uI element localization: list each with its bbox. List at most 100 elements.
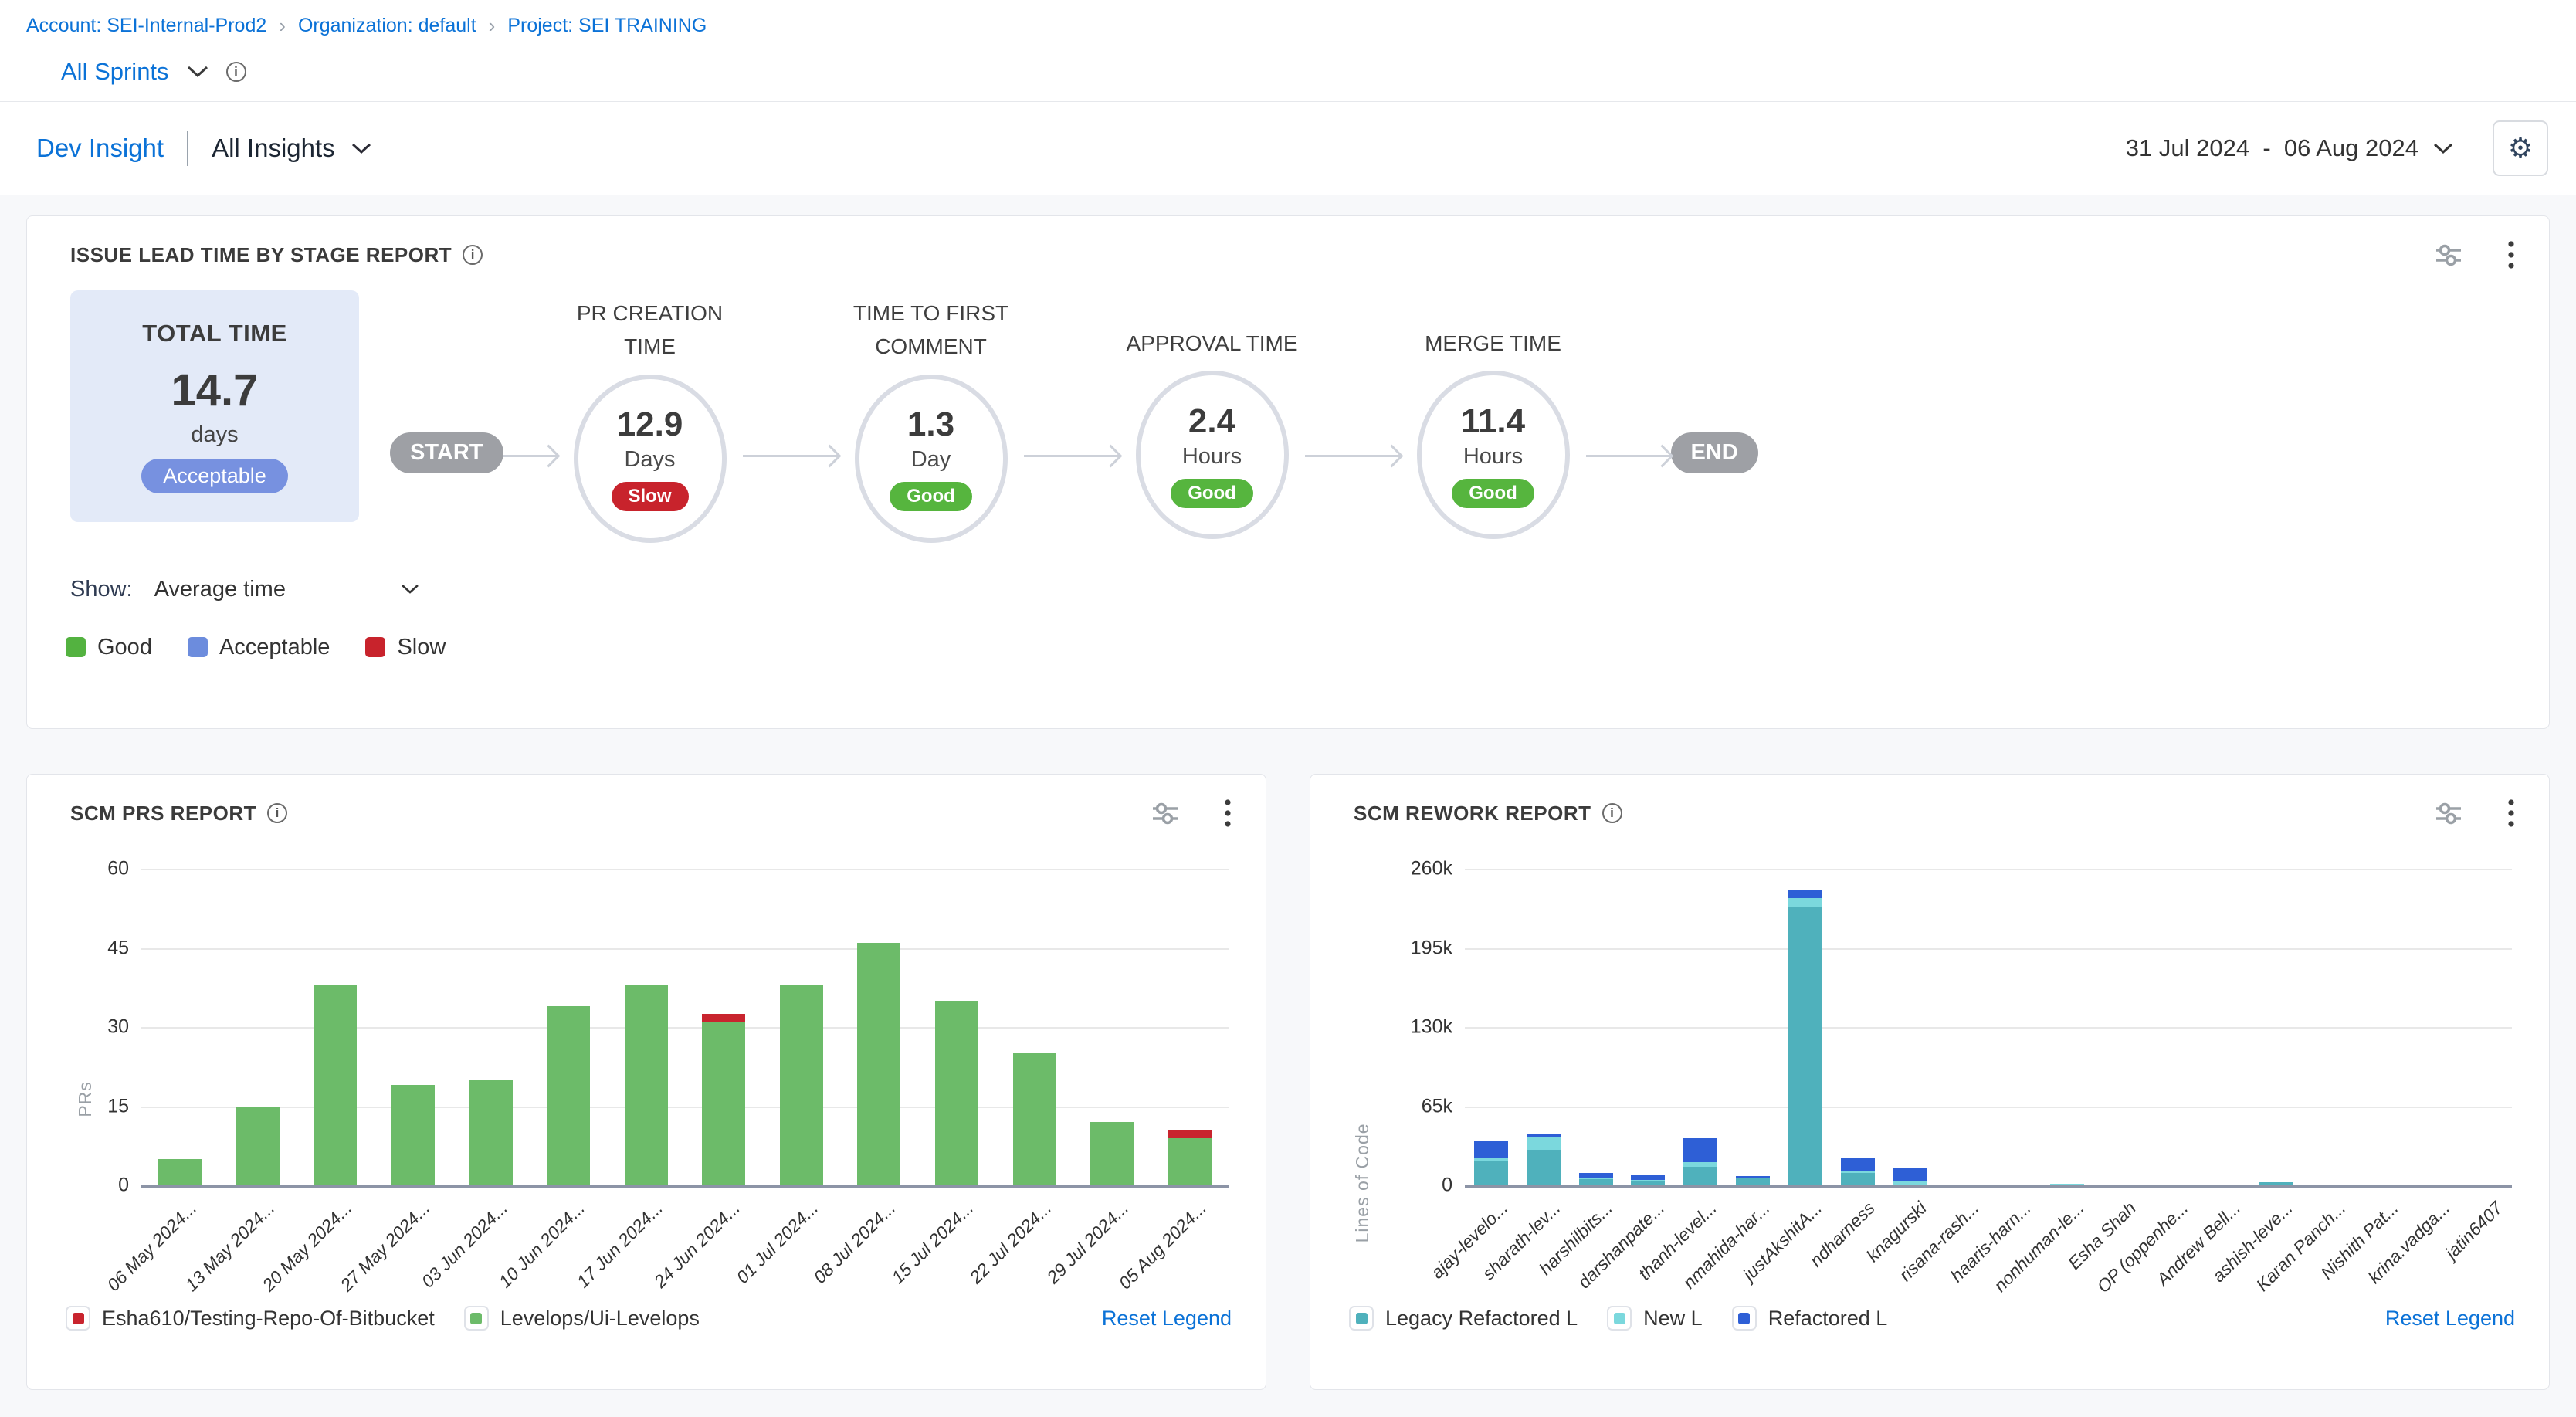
legend-item[interactable]: Esha610/Testing-Repo-Of-Bitbucket [66, 1306, 435, 1331]
bar[interactable] [2050, 1184, 2084, 1185]
info-icon[interactable]: i [226, 62, 246, 82]
stage-circle[interactable]: 1.3 Day Good [855, 375, 1008, 543]
flow-arrow [1305, 455, 1401, 457]
insights-dropdown-label: All Insights [212, 134, 335, 163]
legend-item[interactable]: Acceptable [188, 635, 330, 660]
gridline [1465, 1107, 2512, 1108]
date-range-label: 31 Jul 2024 - 06 Aug 2024 [2126, 134, 2418, 162]
reset-legend-link[interactable]: Reset Legend [1102, 1307, 1232, 1331]
bar[interactable] [469, 1080, 513, 1185]
widget-menu-button[interactable] [2507, 798, 2515, 829]
chevron-down-icon [351, 142, 372, 155]
widget-menu-button[interactable] [1224, 798, 1232, 829]
show-label: Show: [70, 577, 133, 602]
show-dropdown[interactable]: Average time [154, 577, 286, 602]
bar[interactable] [935, 1001, 978, 1185]
total-time-card: TOTAL TIME 14.7 days Acceptable [70, 290, 359, 522]
bar[interactable] [547, 1006, 590, 1185]
stage-unit: Day [911, 447, 951, 473]
bar[interactable] [1841, 1158, 1875, 1185]
sprint-selector[interactable]: All Sprints [61, 58, 169, 86]
legend-swatch [1732, 1306, 1757, 1331]
widget-filters-button[interactable] [2435, 242, 2462, 267]
stage-circle[interactable]: 12.9 Days Slow [574, 375, 727, 543]
bar[interactable] [1788, 890, 1822, 1185]
bar[interactable] [702, 1014, 745, 1185]
bar[interactable] [1736, 1176, 1770, 1185]
y-tick-label: 0 [1442, 1175, 1452, 1197]
kebab-menu-icon [1224, 798, 1232, 829]
bar-segment [780, 985, 823, 1185]
stage-approval-time: APPROVAL TIME 2.4 Hours Good [1120, 297, 1305, 539]
insights-dropdown[interactable]: All Insights [212, 134, 372, 163]
bar[interactable] [1474, 1141, 1508, 1185]
y-tick-label: 45 [107, 937, 129, 959]
bar[interactable] [2259, 1182, 2293, 1185]
info-icon[interactable]: i [463, 245, 483, 265]
widget-menu-button[interactable] [2507, 239, 2515, 270]
bar[interactable] [236, 1107, 280, 1186]
bar[interactable] [1579, 1173, 1613, 1185]
chevron-down-icon [2432, 142, 2454, 155]
stage-circle[interactable]: 11.4 Hours Good [1417, 371, 1570, 539]
bar[interactable] [391, 1085, 435, 1185]
breadcrumb-item[interactable]: Organization: default [298, 15, 476, 37]
gridline [141, 1027, 1229, 1029]
insight-title[interactable]: Dev Insight [36, 134, 164, 163]
legend-item[interactable]: Good [66, 635, 152, 660]
breadcrumb-item[interactable]: Account: SEI-Internal-Prod2 [26, 15, 266, 37]
total-time-value: 14.7 [171, 364, 259, 416]
stage-title: MERGE TIME [1397, 297, 1590, 371]
legend-item[interactable]: Levelops/Ui-Levelops [464, 1306, 700, 1331]
bar[interactable] [857, 943, 900, 1185]
legend-item[interactable]: Legacy Refactored L [1349, 1306, 1578, 1331]
bar[interactable] [1168, 1130, 1212, 1185]
flow-arrow [743, 455, 839, 457]
bar[interactable] [1527, 1134, 1561, 1185]
bar[interactable] [1893, 1168, 1927, 1185]
info-icon[interactable]: i [267, 803, 287, 823]
y-tick-label: 130k [1411, 1016, 1452, 1039]
bar-segment [702, 1014, 745, 1022]
flow-arrow [1586, 455, 1671, 457]
legend-item[interactable]: Refactored L [1732, 1306, 1888, 1331]
widget-filters-button[interactable] [2435, 801, 2462, 825]
panel-title: SCM PRS REPORT [70, 802, 256, 825]
chevron-down-icon[interactable] [400, 583, 420, 595]
bar[interactable] [1683, 1138, 1717, 1185]
date-range-selector[interactable]: 31 Jul 2024 - 06 Aug 2024 [2126, 134, 2454, 162]
lead-time-flow: START PR CREATION TIME 12.9 Days Slow TI… [390, 297, 1758, 543]
stage-unit: Days [624, 447, 675, 473]
kebab-menu-icon [2507, 239, 2515, 270]
info-icon[interactable]: i [1602, 803, 1622, 823]
bar-segment [1013, 1053, 1056, 1185]
panel-title: ISSUE LEAD TIME BY STAGE REPORT [70, 243, 452, 267]
bar[interactable] [1013, 1053, 1056, 1185]
legend-label: Refactored L [1768, 1307, 1888, 1331]
bar[interactable] [158, 1159, 202, 1185]
bar[interactable] [780, 985, 823, 1185]
bar[interactable] [1631, 1175, 1665, 1185]
breadcrumb-item[interactable]: Project: SEI TRAINING [507, 15, 707, 37]
stage-unit: Hours [1463, 444, 1523, 470]
legend-swatch [1349, 1306, 1374, 1331]
bar-segment [1527, 1150, 1561, 1185]
bar[interactable] [625, 985, 668, 1185]
legend-swatch [365, 637, 385, 657]
bar[interactable] [314, 985, 357, 1185]
bar-segment [469, 1080, 513, 1185]
chevron-down-icon[interactable] [186, 65, 209, 79]
legend-swatch [66, 1306, 90, 1331]
legend-swatch [1607, 1306, 1632, 1331]
widget-filters-button[interactable] [1151, 801, 1179, 825]
gridline [1465, 869, 2512, 870]
settings-button[interactable]: ⚙ [2493, 120, 2548, 176]
gear-icon: ⚙ [2508, 134, 2533, 162]
bar-segment [1090, 1122, 1134, 1185]
reset-legend-link[interactable]: Reset Legend [2385, 1307, 2515, 1331]
legend-item[interactable]: New L [1607, 1306, 1703, 1331]
stage-circle[interactable]: 2.4 Hours Good [1136, 371, 1289, 539]
bar[interactable] [1090, 1122, 1134, 1185]
legend-item[interactable]: Slow [365, 635, 446, 660]
top-header: Account: SEI-Internal-Prod2›Organization… [0, 0, 2576, 102]
